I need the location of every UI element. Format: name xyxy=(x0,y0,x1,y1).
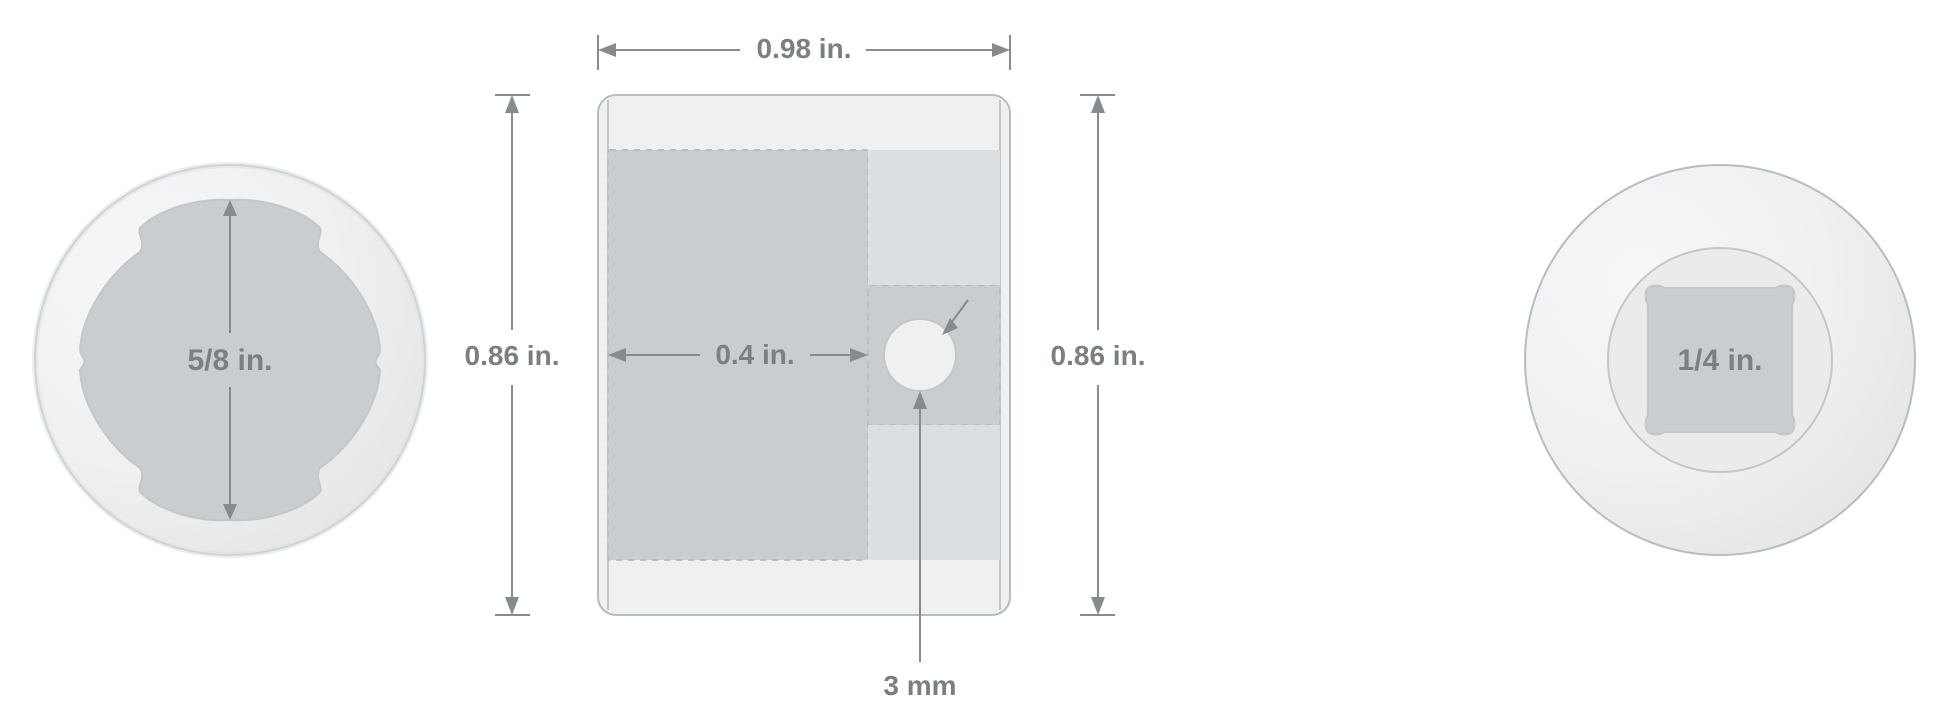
front-view: 5/8 in. xyxy=(35,165,425,555)
left-height-label: 0.86 in. xyxy=(465,340,560,371)
socket-spec-diagram: 5/8 in. 0.98 in. xyxy=(0,0,1952,707)
depth-label: 0.4 in. xyxy=(715,339,794,370)
side-view: 0.98 in. 0.4 in. xyxy=(465,33,1146,701)
top-width-label: 0.98 in. xyxy=(757,33,852,64)
right-height-label: 0.86 in. xyxy=(1051,340,1146,371)
left-height-dim: 0.86 in. xyxy=(465,95,560,615)
right-height-dim: 0.86 in. xyxy=(1051,95,1146,615)
side-drive-band-light2 xyxy=(868,425,1000,560)
top-width-dim: 0.98 in. xyxy=(598,33,1010,70)
side-drive-band-light xyxy=(868,150,1000,285)
front-hex-label: 5/8 in. xyxy=(187,344,272,377)
back-view: 1/4 in. xyxy=(1525,165,1915,555)
back-square-label: 1/4 in. xyxy=(1677,344,1762,377)
pin-hole-label: 3 mm xyxy=(883,670,956,701)
